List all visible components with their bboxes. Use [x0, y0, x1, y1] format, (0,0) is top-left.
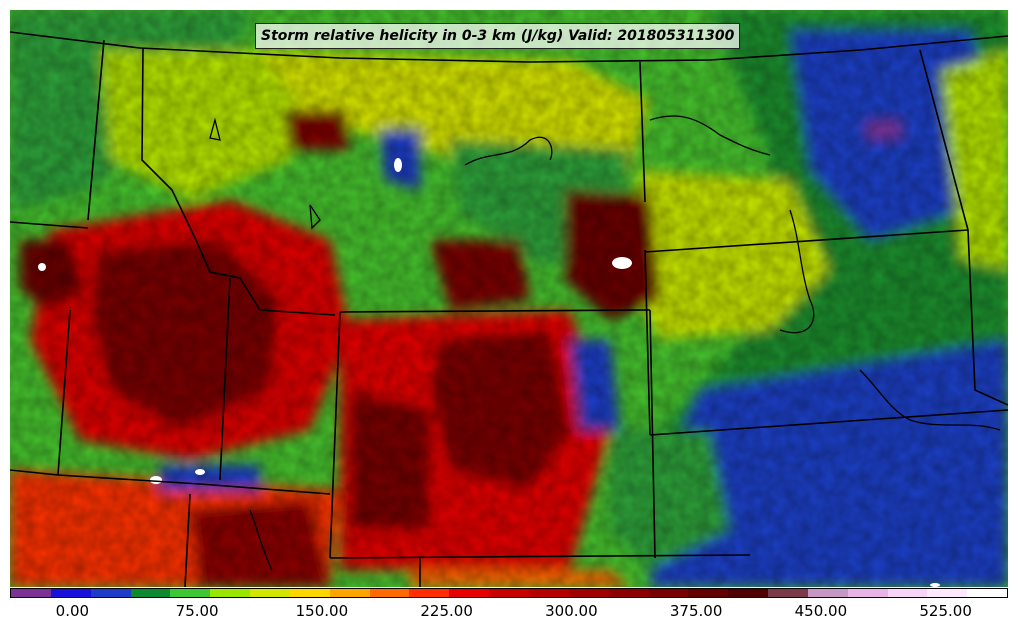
max-spot-utah-2 — [195, 469, 205, 475]
boundary-or-south — [10, 221, 89, 229]
river-missouri — [464, 136, 553, 166]
colorbar-swatch — [250, 589, 290, 597]
colorbar-swatch — [90, 589, 131, 597]
colorbar-swatch — [768, 589, 808, 597]
boundary-ut-az — [184, 493, 191, 587]
colorbar-swatch — [887, 589, 928, 597]
colorbar-tick-label: 375.00 — [669, 602, 723, 620]
colorbar-tick-label: 225.00 — [420, 602, 473, 620]
river-sd — [779, 209, 815, 334]
map-title: Storm relative helicity in 0-3 km (J/kg)… — [255, 23, 741, 49]
boundary-wy-co — [339, 309, 651, 313]
colorbar-swatch — [329, 589, 370, 597]
colorbar-swatch — [130, 589, 171, 597]
colorbar-swatch — [369, 589, 410, 597]
boundary-co-west — [329, 311, 341, 559]
colorbar-swatch — [807, 589, 848, 597]
colorbar-swatch — [409, 589, 450, 597]
colorbar-tick-label: 150.00 — [295, 602, 349, 620]
colorbar-ticks: 0.00 75.00 150.00 225.00 300.00 375.00 450.00 5… — [10, 600, 1008, 630]
river-mo-nd — [649, 115, 771, 156]
colorbar-swatch — [289, 589, 330, 597]
maxima-spots — [38, 158, 940, 587]
colorbar-swatch — [528, 589, 569, 597]
map-panel: Storm relative helicity in 0-3 km (J/kg)… — [10, 10, 1008, 587]
colorbar-swatch — [489, 589, 529, 597]
colorbar-swatch — [728, 589, 769, 597]
colorbar-tick-label: 300.00 — [545, 602, 598, 620]
colorbar-swatch — [648, 589, 689, 597]
colorbar — [10, 588, 1008, 598]
boundary-sd-ne — [644, 249, 651, 436]
river-ne-platte — [859, 369, 1001, 431]
colorbar-swatch — [11, 589, 51, 597]
boundary-wa-id — [87, 39, 105, 221]
colorbar-tick-label: 450.00 — [794, 602, 848, 620]
lake-flathead — [209, 117, 221, 141]
max-spot-utah — [150, 476, 162, 484]
max-spot-sd — [612, 257, 632, 269]
boundary-id-nv — [57, 309, 71, 476]
boundary-id-mt — [141, 47, 336, 316]
boundary-wy-west — [219, 277, 231, 481]
colorbar-swatch — [927, 589, 968, 597]
boundary-nd-sd — [644, 229, 969, 253]
boundary-ne-ks — [649, 409, 1008, 436]
colorbar-swatch — [847, 589, 888, 597]
colorbar-tick-label: 525.00 — [919, 602, 972, 620]
max-spot-wy — [394, 158, 402, 172]
boundary-canada-us — [10, 31, 1008, 63]
boundary-nv-ut — [10, 469, 59, 476]
boundary-mt-nd — [639, 61, 646, 203]
boundary-co-east — [649, 309, 656, 559]
boundary-id-ut-wy — [57, 474, 331, 495]
colorbar-swatch — [608, 589, 649, 597]
colorbar-swatch — [50, 589, 91, 597]
max-spot-se — [930, 583, 940, 587]
lake-yellowstone — [309, 204, 321, 230]
max-spot-oregon — [38, 263, 46, 271]
colorbar-swatch — [568, 589, 609, 597]
colorbar-tick-label: 75.00 — [175, 602, 219, 620]
lake-great-salt — [249, 509, 273, 571]
colorbar-swatch — [210, 589, 251, 597]
colorbar-swatch — [967, 589, 1008, 597]
colorbar-tick-label: 0.00 — [55, 602, 90, 620]
state-boundaries — [10, 31, 1008, 587]
helicity-map — [10, 10, 1008, 587]
boundary-co-nm — [329, 554, 751, 559]
colorbar-swatch — [688, 589, 729, 597]
colorbar-swatch — [449, 589, 490, 597]
rivers-and-lakes — [209, 115, 1001, 571]
field-texture — [10, 10, 1008, 587]
colorbar-swatch — [170, 589, 211, 597]
boundary-mn-east — [919, 49, 1008, 406]
